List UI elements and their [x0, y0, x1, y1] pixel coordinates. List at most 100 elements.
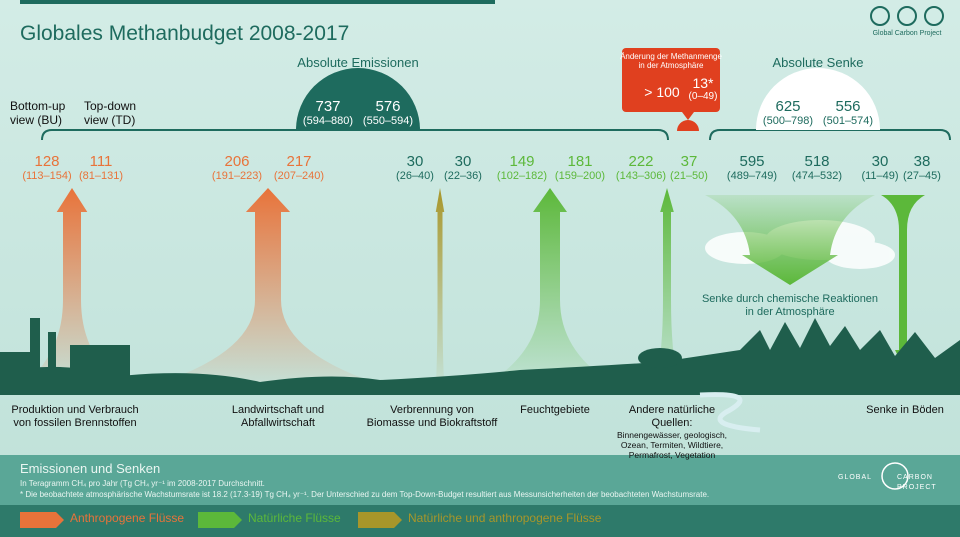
- sink-label: Absolute Senke: [772, 55, 864, 70]
- emissions-label: Absolute Emissionen: [297, 55, 419, 70]
- change-box: [622, 48, 720, 112]
- value: 595: [739, 153, 765, 170]
- bu-label: Bottom-up view (BU): [10, 99, 65, 128]
- line: Änderung der Methanmenge: [620, 52, 722, 61]
- value: 625: [775, 98, 801, 115]
- emission-bracket: [41, 129, 669, 141]
- range: (207–240): [273, 170, 325, 183]
- range: (550–594): [362, 115, 414, 128]
- credit: Global Carbon Project: [872, 30, 942, 37]
- footer-note: In Teragramm CH₄ pro Jahr (Tg CH₄ yr⁻¹ i…: [20, 479, 265, 488]
- sink-dome: [756, 68, 880, 130]
- flow-td: 38 (27–45): [903, 153, 941, 183]
- value: 222: [628, 153, 654, 170]
- range: (594–880): [302, 115, 354, 128]
- logo-global: GLOBAL: [838, 474, 873, 481]
- license-icons: [870, 6, 944, 26]
- td-label: Top-down view (TD): [84, 99, 137, 128]
- flow-td: 37 (21–50): [670, 153, 708, 183]
- range: (501–574): [822, 115, 874, 128]
- range: (143–306): [615, 170, 667, 183]
- detail-line: Permafrost, Vegetation: [628, 449, 716, 460]
- flow-bu: 595 (489–749): [727, 153, 777, 183]
- value: 13*: [692, 75, 714, 91]
- footer-band: [0, 455, 960, 505]
- landscape: [0, 318, 960, 395]
- value: 30: [406, 153, 424, 170]
- detail-line: Ozean, Termiten, Wildtiere,: [620, 439, 724, 450]
- value: 37: [680, 153, 698, 170]
- value: 576: [375, 98, 401, 115]
- value: 518: [804, 153, 830, 170]
- flow-bu: 30 (11–49): [861, 153, 898, 183]
- label-line: von fossilen Brennstoffen: [13, 416, 137, 429]
- range: (22–36): [444, 170, 482, 183]
- change-pointer: [682, 112, 694, 120]
- footer-title: Emissionen und Senken: [20, 461, 161, 476]
- flow-arrow: [490, 188, 610, 382]
- value: 206: [224, 153, 250, 170]
- label-line: Biomasse und Biokraftstoff: [366, 416, 498, 429]
- range: (489–749): [726, 170, 778, 183]
- flow-label: Senke in Böden: [866, 404, 944, 417]
- label-line: Abfallwirtschaft: [241, 416, 315, 429]
- range: (102–182): [496, 170, 548, 183]
- value: 128: [34, 153, 60, 170]
- legend-band: [0, 505, 960, 537]
- logo-ring: [881, 462, 909, 490]
- legend-label: Natürliche und anthropogene Flüsse: [408, 511, 602, 525]
- flow-bu: 206 (191–223): [212, 153, 262, 183]
- flow-label: Landwirtschaft und Abfallwirtschaft: [232, 404, 324, 429]
- range: (0–49): [688, 91, 718, 103]
- td-label-line: view (TD): [84, 112, 136, 127]
- flow-arrow: [435, 188, 445, 382]
- flow-detail: Binnengewässer, geologisch, Ozean, Termit…: [617, 430, 727, 460]
- value: 556: [835, 98, 861, 115]
- flow-td: 217 (207–240): [274, 153, 324, 183]
- flow-arrow: [881, 195, 925, 366]
- legend-arrow: [358, 512, 402, 528]
- sink-td: 556 (501–574): [823, 98, 873, 128]
- label-line: in der Atmosphäre: [745, 305, 835, 318]
- logo-carbon: CARBON: [897, 474, 933, 481]
- sink-bu: 625 (500–798): [763, 98, 813, 128]
- flow-label: Feuchtgebiete: [520, 404, 590, 417]
- flow-td: 111 (81–131): [79, 153, 123, 183]
- value: 181: [567, 153, 593, 170]
- sink-bracket: [709, 129, 951, 141]
- flow-bu: 128 (113–154): [22, 153, 71, 183]
- flow-bu: 149 (102–182): [497, 153, 547, 183]
- flow-arrow: [705, 195, 875, 285]
- td-label-line: Top-down: [84, 99, 137, 113]
- change-label: Änderung der Methanmenge in der Atmosphär…: [620, 52, 722, 70]
- range: (113–154): [22, 170, 72, 183]
- range: (26–40): [396, 170, 434, 183]
- range: (474–532): [791, 170, 843, 183]
- range: (21–50): [670, 170, 708, 183]
- legend-label: Natürliche Flüsse: [248, 511, 341, 525]
- footer-note: * Die beobachtete atmosphärische Wachstu…: [20, 490, 710, 499]
- label-line: Produktion und Verbrauch: [11, 404, 139, 416]
- change-dome: [677, 120, 699, 131]
- legend-label: Anthropogene Flüsse: [70, 511, 185, 525]
- flow-label: Produktion und Verbrauch von fossilen Bre…: [11, 404, 138, 429]
- flow-label: Andere natürliche Quellen:: [629, 404, 715, 429]
- change-bu: > 100: [644, 84, 680, 100]
- label-line: Landwirtschaft und: [231, 404, 325, 416]
- label-line: Andere natürliche: [628, 404, 716, 416]
- label-line: Senke in Böden: [866, 404, 944, 416]
- flow-td: 30 (22–36): [444, 153, 482, 183]
- logo-project: PROJECT: [897, 484, 937, 491]
- legend-arrow: [198, 512, 242, 528]
- flow-label: Verbrennung von Biomasse und Biokraftstof…: [367, 404, 498, 429]
- value: 217: [286, 153, 312, 170]
- flow-label: Senke durch chemische Reaktionen in der A…: [702, 293, 878, 318]
- legend-arrow: [20, 512, 64, 528]
- value: 38: [913, 153, 931, 170]
- flow-arrow: [656, 188, 678, 382]
- emissions-bu: 737 (594–880): [303, 98, 353, 128]
- change-td: 13* (0–49): [689, 75, 718, 103]
- label-line: Feuchtgebiete: [520, 404, 590, 416]
